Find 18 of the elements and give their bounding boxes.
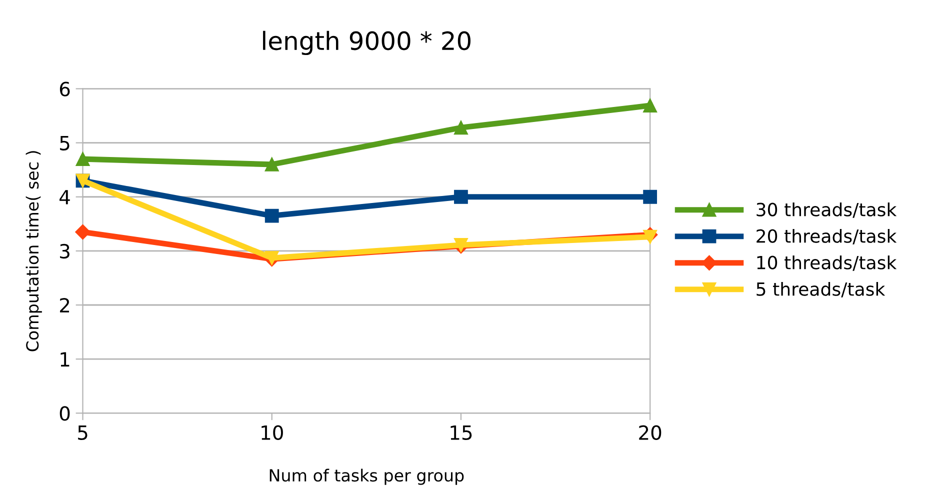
legend-label: 10 threads/task xyxy=(757,255,897,271)
y-axis-title: Computation time( sec ) xyxy=(26,151,42,352)
x-tick-label: 20 xyxy=(639,425,662,440)
y-tick-label: 2 xyxy=(60,298,70,312)
x-tick-label: 15 xyxy=(450,426,472,440)
x-axis-title: Num of tasks per group xyxy=(270,468,464,485)
y-tick-label: 4 xyxy=(60,190,70,204)
legend-label: 30 threads/task xyxy=(756,202,897,218)
chart-title: length 9000 * 20 xyxy=(263,30,470,56)
y-tick-label: 3 xyxy=(60,244,70,259)
legend-label: 5 threads/task xyxy=(756,282,886,298)
y-tick-label: 5 xyxy=(60,136,70,150)
y-tick-label: 0 xyxy=(60,406,70,421)
x-tick-label: 5 xyxy=(78,426,88,440)
legend-label: 20 threads/task xyxy=(756,228,897,244)
x-tick-label: 10 xyxy=(262,425,283,440)
y-tick-label: 1 xyxy=(60,352,70,366)
y-tick-label: 6 xyxy=(60,82,70,96)
